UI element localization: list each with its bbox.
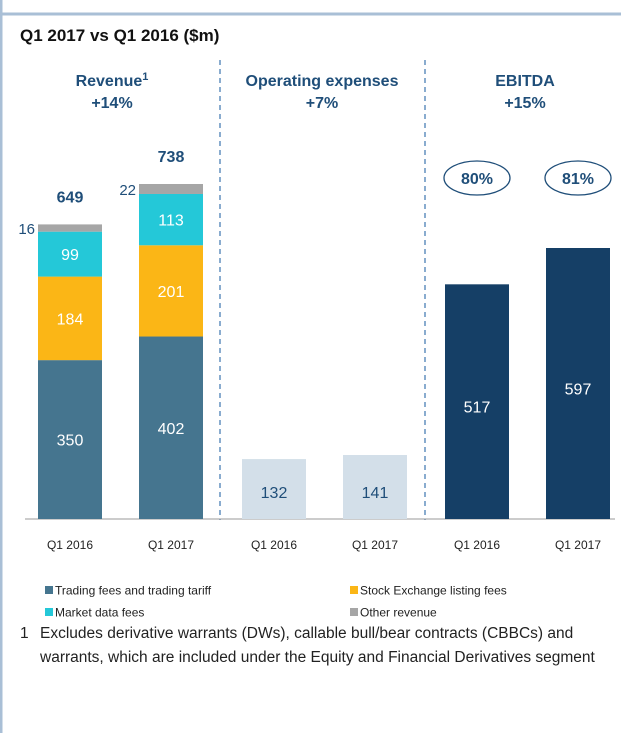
- bar: [546, 248, 610, 519]
- data-label: 184: [57, 311, 84, 328]
- footnote-marker: 1: [20, 625, 29, 642]
- panel-title-text: Revenue: [76, 73, 143, 90]
- margin-label: 81%: [562, 171, 594, 188]
- panel-title-text: EBITDA: [495, 73, 555, 90]
- footnote-text: Excludes derivative warrants (DWs), call…: [40, 625, 595, 666]
- chart-title: Q1 2017 vs Q1 2016 ($m): [20, 26, 219, 45]
- bar-segment: [38, 276, 102, 361]
- panel-change: +15%: [504, 95, 545, 112]
- legend-swatch: [45, 586, 53, 594]
- data-label: 113: [158, 213, 184, 230]
- legend-label: Market data fees: [55, 606, 144, 620]
- x-tick-label: Q1 2017: [352, 538, 398, 552]
- data-label: 402: [158, 421, 185, 438]
- legend-swatch: [350, 608, 358, 616]
- panel-change: +7%: [306, 95, 338, 112]
- bar-segment: [139, 336, 203, 519]
- total-label: 738: [158, 149, 185, 166]
- legend-swatch: [45, 608, 53, 616]
- data-label: 132: [261, 485, 288, 502]
- total-label: 649: [57, 189, 84, 206]
- legend-label: Trading fees and trading tariff: [55, 584, 212, 598]
- data-label: 99: [61, 247, 79, 264]
- bar-segment: [38, 231, 102, 277]
- x-tick-label: Q1 2016: [251, 538, 297, 552]
- footnote: 1 Excludes derivative warrants (DWs), cal…: [20, 622, 610, 670]
- bar: [343, 454, 407, 519]
- data-label: 141: [362, 485, 389, 502]
- data-label: 201: [158, 284, 185, 301]
- panel-title: EBITDA: [495, 73, 555, 90]
- x-tick-label: Q1 2016: [454, 538, 500, 552]
- margin-bubble: [443, 160, 511, 196]
- data-label: 517: [464, 400, 491, 417]
- legend-label: Other revenue: [360, 606, 437, 620]
- x-tick-label: Q1 2017: [148, 538, 194, 552]
- data-label: 597: [565, 382, 592, 399]
- x-tick-label: Q1 2017: [555, 538, 601, 552]
- data-label: 22: [119, 182, 136, 199]
- data-label: 16: [18, 221, 35, 238]
- data-label: 350: [57, 433, 84, 450]
- bar-segment: [38, 360, 102, 519]
- margin-bubble: [544, 160, 612, 196]
- panel-change: +14%: [91, 95, 132, 112]
- bar-segment: [139, 184, 203, 194]
- bar-segment: [139, 245, 203, 337]
- x-tick-label: Q1 2016: [47, 538, 93, 552]
- margin-label: 80%: [461, 171, 493, 188]
- legend-label: Stock Exchange listing fees: [360, 584, 507, 598]
- legend-swatch: [350, 586, 358, 594]
- bar-segment: [38, 224, 102, 232]
- panel-title-text: Operating expenses: [246, 73, 399, 90]
- bar: [445, 284, 509, 519]
- bar-segment: [139, 193, 203, 246]
- panel-title-note: 1: [142, 71, 148, 83]
- panel-title: Operating expenses: [246, 73, 399, 90]
- bar: [242, 459, 306, 519]
- panel-title: Revenue1: [76, 71, 149, 90]
